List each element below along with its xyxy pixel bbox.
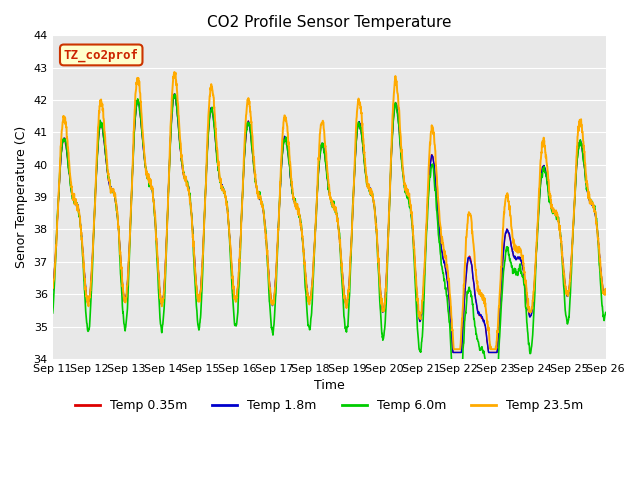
Temp 6.0m [569,237,577,242]
Y-axis label: Senor Temperature (C): Senor Temperature (C) [15,126,28,268]
Temp 1.8m [569,235,577,240]
Temp 6.0m [171,91,179,97]
Temp 6.0m [49,310,56,316]
Line: Temp 6.0m: Temp 6.0m [52,94,605,365]
Temp 6.0m [448,362,456,368]
X-axis label: Time: Time [314,379,344,392]
Temp 23.5m [346,279,353,285]
Temp 0.35m [204,152,211,158]
Temp 0.35m [569,236,577,242]
Line: Temp 23.5m: Temp 23.5m [52,72,605,349]
Temp 6.0m [490,362,498,368]
Temp 23.5m [204,144,211,150]
Temp 23.5m [358,110,365,116]
Temp 23.5m [602,288,609,293]
Temp 1.8m [49,288,56,294]
Line: Temp 1.8m: Temp 1.8m [52,94,605,352]
Temp 23.5m [569,235,577,240]
Temp 0.35m [49,287,56,292]
Temp 23.5m [49,285,56,290]
Temp 0.35m [602,288,609,294]
Temp 1.8m [490,349,498,355]
Temp 1.8m [554,213,561,219]
Temp 6.0m [204,153,211,158]
Temp 6.0m [358,128,365,134]
Legend: Temp 0.35m, Temp 1.8m, Temp 6.0m, Temp 23.5m: Temp 0.35m, Temp 1.8m, Temp 6.0m, Temp 2… [70,395,588,418]
Temp 23.5m [450,347,458,352]
Temp 0.35m [358,129,365,135]
Temp 1.8m [449,349,457,355]
Temp 1.8m [346,278,353,284]
Temp 6.0m [346,295,353,300]
Temp 1.8m [602,290,609,296]
Temp 1.8m [171,91,179,97]
Temp 0.35m [346,278,353,284]
Text: TZ_co2prof: TZ_co2prof [64,48,139,61]
Temp 23.5m [554,211,561,216]
Temp 23.5m [170,69,178,75]
Line: Temp 0.35m: Temp 0.35m [52,94,605,352]
Temp 6.0m [554,215,561,220]
Temp 23.5m [490,347,498,352]
Temp 0.35m [449,349,457,355]
Temp 0.35m [170,91,178,97]
Temp 0.35m [490,349,498,355]
Temp 1.8m [204,152,211,157]
Temp 0.35m [554,214,561,220]
Title: CO2 Profile Sensor Temperature: CO2 Profile Sensor Temperature [207,15,451,30]
Temp 6.0m [602,310,609,315]
Temp 1.8m [358,131,365,136]
